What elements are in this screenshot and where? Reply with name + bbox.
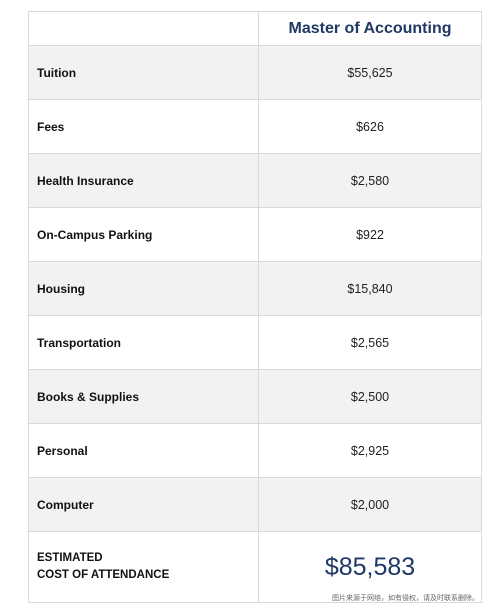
row-value: $2,000	[258, 477, 482, 532]
row-label: Health Insurance	[28, 153, 259, 208]
row-value: $2,925	[258, 423, 482, 478]
header-empty-cell	[28, 11, 259, 46]
row-value: $55,625	[258, 45, 482, 100]
row-value: $922	[258, 207, 482, 262]
row-label: Housing	[28, 261, 259, 316]
total-label: ESTIMATED COST OF ATTENDANCE	[28, 531, 259, 603]
table-row-personal: Personal $2,925	[28, 423, 482, 478]
program-title: Master of Accounting	[258, 11, 482, 46]
table-row-parking: On-Campus Parking $922	[28, 207, 482, 262]
row-value: $2,565	[258, 315, 482, 370]
table-row-tuition: Tuition $55,625	[28, 45, 482, 100]
row-label: Personal	[28, 423, 259, 478]
row-value: $2,580	[258, 153, 482, 208]
table-row-computer: Computer $2,000	[28, 477, 482, 532]
watermark-text: 图片来源于网络，如有侵权，请及时联系删除。	[332, 594, 479, 602]
table-row-total: ESTIMATED COST OF ATTENDANCE $85,583	[28, 531, 482, 603]
table-row-housing: Housing $15,840	[28, 261, 482, 316]
row-value: $15,840	[258, 261, 482, 316]
row-label: On-Campus Parking	[28, 207, 259, 262]
row-label: Books & Supplies	[28, 369, 259, 424]
row-label: Transportation	[28, 315, 259, 370]
table-header-row: Master of Accounting	[28, 11, 482, 46]
table-row-fees: Fees $626	[28, 99, 482, 154]
row-label: Tuition	[28, 45, 259, 100]
total-label-line2: COST OF ATTENDANCE	[37, 569, 170, 581]
table-row-health-insurance: Health Insurance $2,580	[28, 153, 482, 208]
table-row-transportation: Transportation $2,565	[28, 315, 482, 370]
total-value: $85,583	[258, 531, 482, 603]
table-row-books-supplies: Books & Supplies $2,500	[28, 369, 482, 424]
row-value: $626	[258, 99, 482, 154]
row-value: $2,500	[258, 369, 482, 424]
cost-of-attendance-table: Master of Accounting Tuition $55,625 Fee…	[28, 11, 482, 603]
row-label: Computer	[28, 477, 259, 532]
total-label-line1: ESTIMATED	[37, 552, 103, 564]
row-label: Fees	[28, 99, 259, 154]
